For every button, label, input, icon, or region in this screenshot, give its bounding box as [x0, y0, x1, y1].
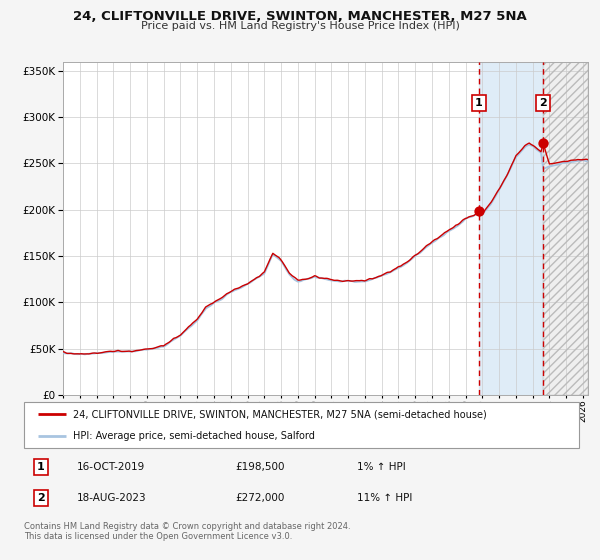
Text: Price paid vs. HM Land Registry's House Price Index (HPI): Price paid vs. HM Land Registry's House … [140, 21, 460, 31]
Text: 1% ↑ HPI: 1% ↑ HPI [357, 462, 406, 472]
Text: £272,000: £272,000 [235, 493, 284, 503]
Bar [479, 62, 543, 395]
Point [538, 138, 548, 147]
Text: 11% ↑ HPI: 11% ↑ HPI [357, 493, 412, 503]
Text: 16-OCT-2019: 16-OCT-2019 [77, 462, 145, 472]
Text: 24, CLIFTONVILLE DRIVE, SWINTON, MANCHESTER, M27 5NA (semi-detached house): 24, CLIFTONVILLE DRIVE, SWINTON, MANCHES… [73, 409, 487, 419]
Text: 1: 1 [475, 98, 482, 108]
Text: Contains HM Land Registry data © Crown copyright and database right 2024.: Contains HM Land Registry data © Crown c… [24, 522, 350, 531]
Bar [543, 62, 588, 395]
Text: 18-AUG-2023: 18-AUG-2023 [77, 493, 146, 503]
Text: 2: 2 [37, 493, 44, 503]
Point [474, 207, 484, 216]
Text: HPI: Average price, semi-detached house, Salford: HPI: Average price, semi-detached house,… [73, 431, 315, 441]
Text: This data is licensed under the Open Government Licence v3.0.: This data is licensed under the Open Gov… [24, 532, 292, 541]
Bar [543, 62, 588, 395]
Text: 2: 2 [539, 98, 547, 108]
Text: 24, CLIFTONVILLE DRIVE, SWINTON, MANCHESTER, M27 5NA: 24, CLIFTONVILLE DRIVE, SWINTON, MANCHES… [73, 10, 527, 23]
Text: £198,500: £198,500 [235, 462, 284, 472]
Text: 1: 1 [37, 462, 44, 472]
